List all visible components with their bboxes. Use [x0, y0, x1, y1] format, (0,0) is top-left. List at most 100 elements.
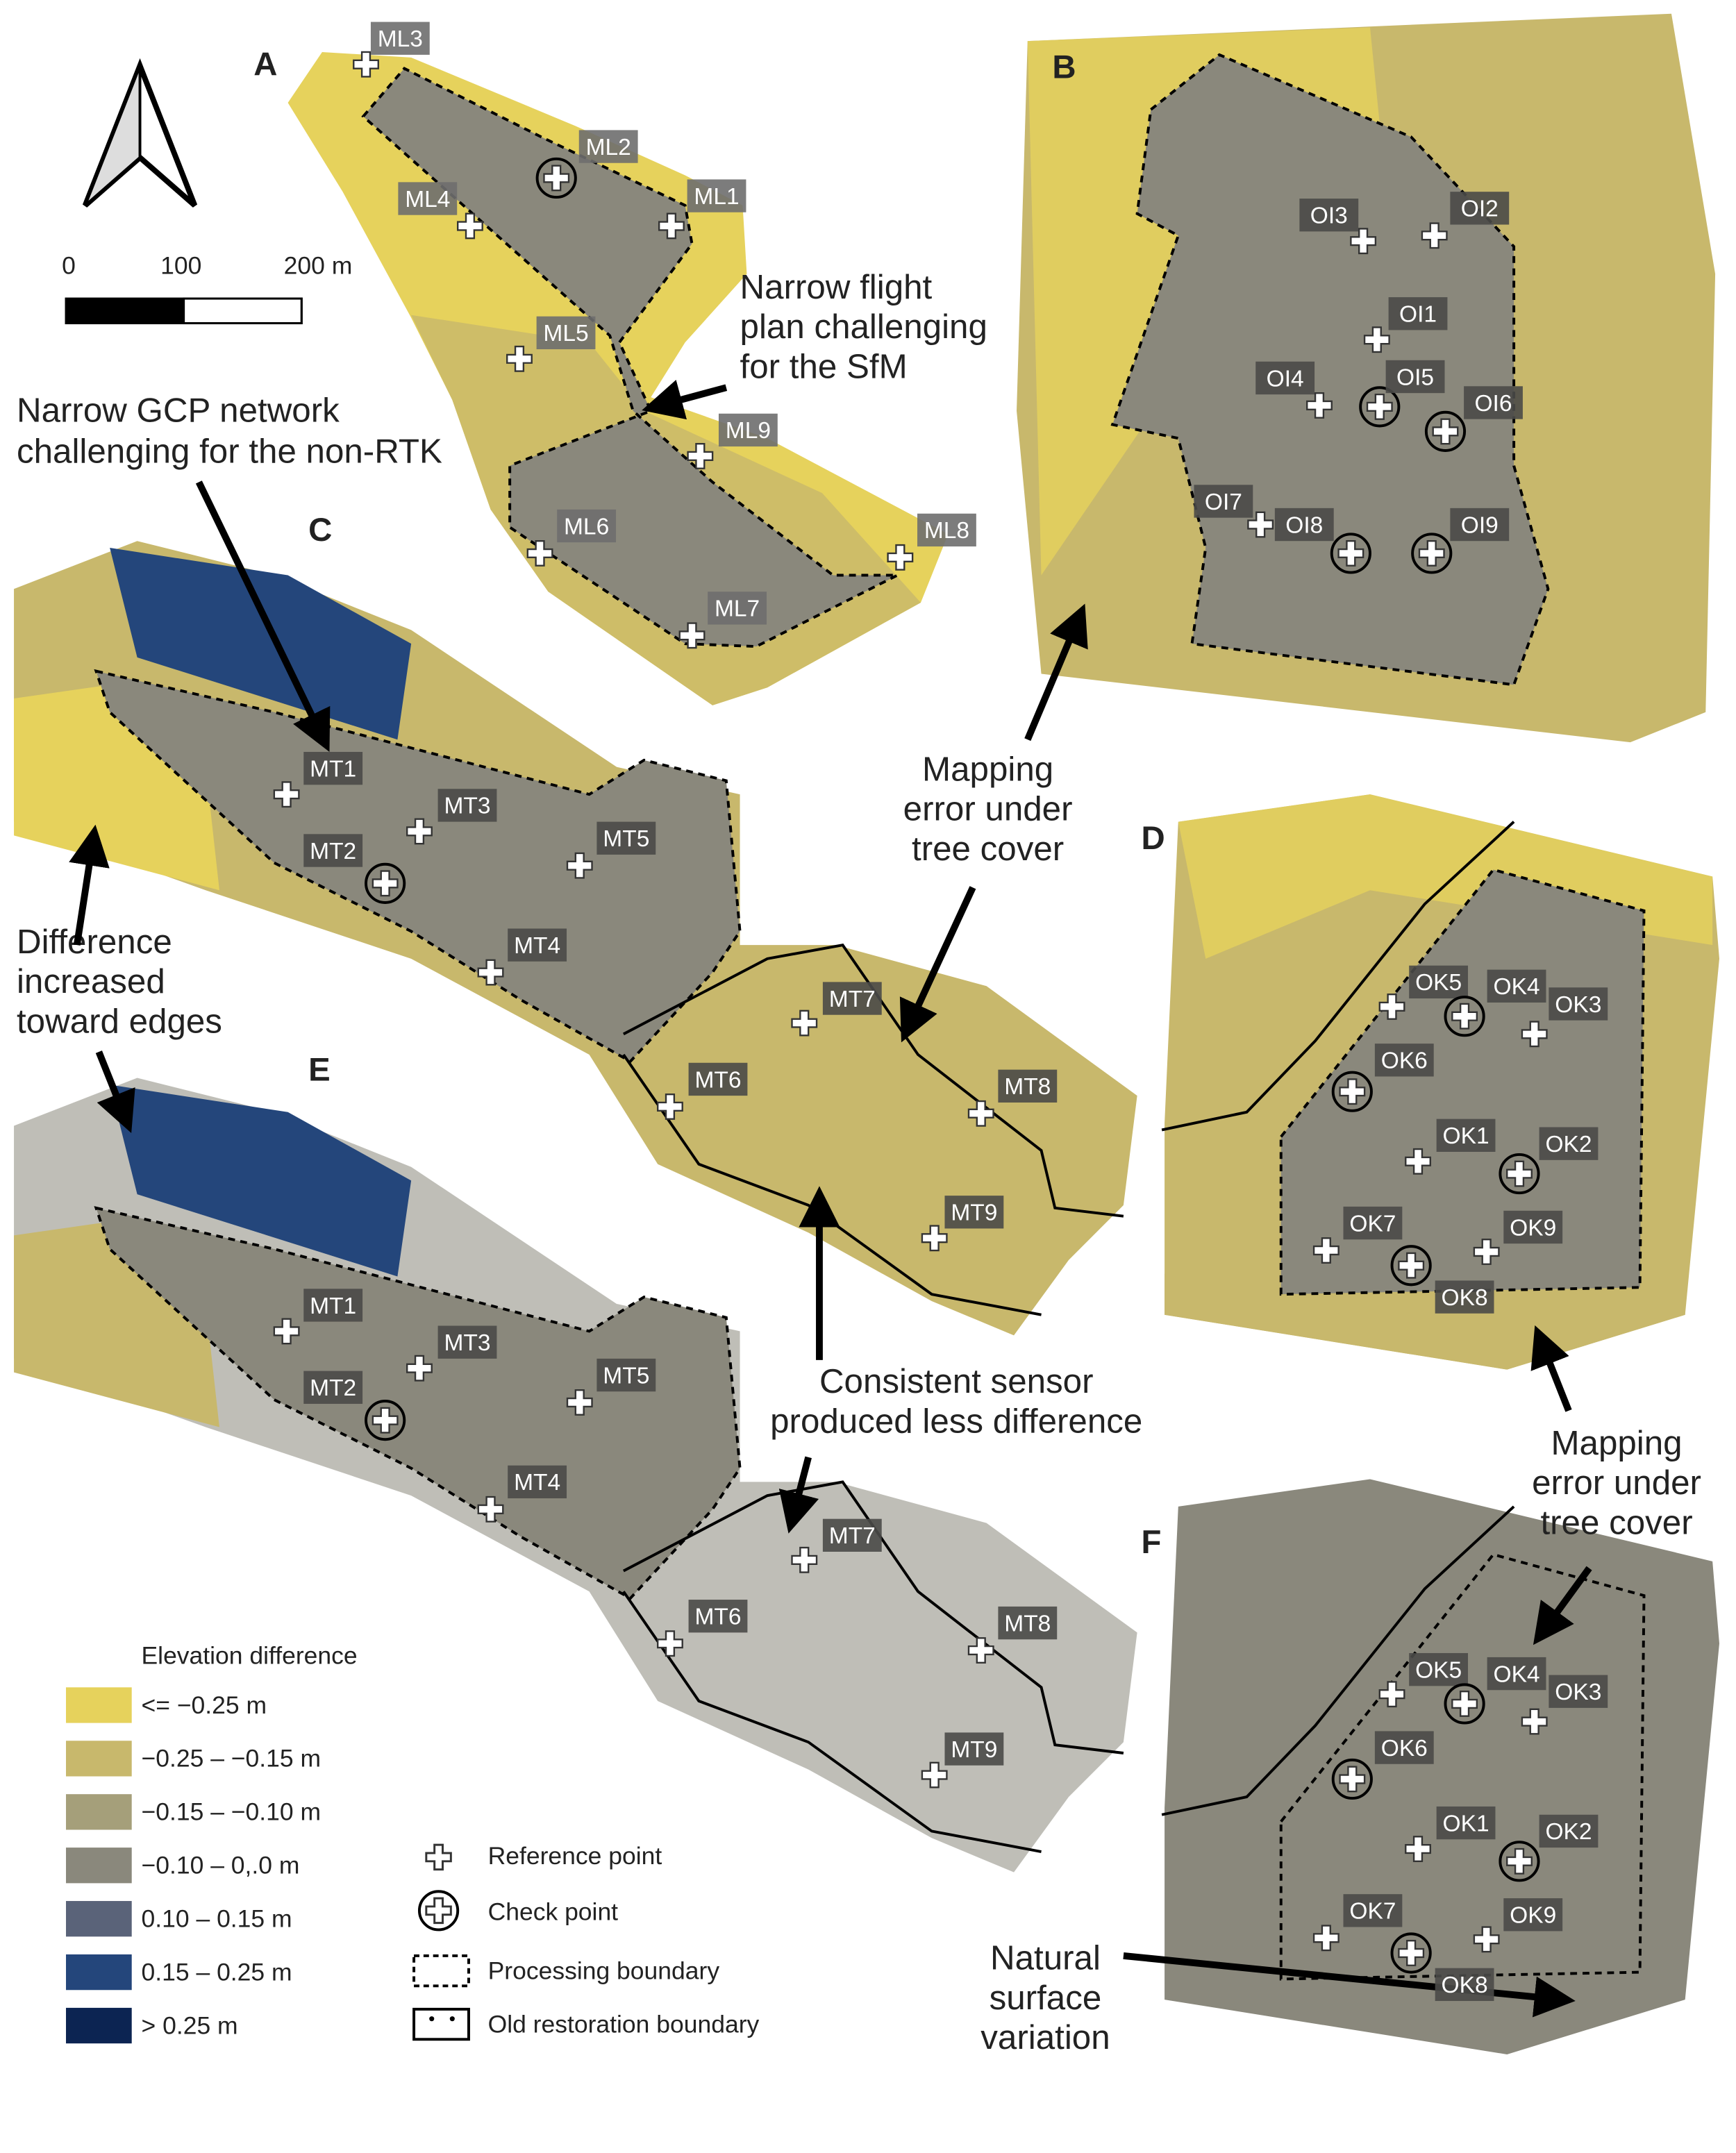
label-box [1549, 987, 1608, 1021]
label-box [822, 982, 882, 1015]
legend-label: <= −0.25 m [142, 1691, 267, 1719]
point-label: MT1 [310, 756, 356, 782]
check-circle [1444, 1683, 1485, 1725]
point-label: ML2 [586, 135, 631, 160]
label-box [1503, 1210, 1563, 1244]
point-cross [967, 1100, 994, 1127]
point-cross [1418, 540, 1445, 567]
point-cross [1312, 1237, 1339, 1264]
point-label: MT7 [829, 1523, 876, 1549]
label-box [1409, 1652, 1469, 1686]
point-label: MT2 [310, 1375, 356, 1401]
map-d [1161, 794, 1719, 1370]
label-box [596, 1358, 656, 1392]
label-box [822, 1518, 882, 1552]
panel-letter: F [1142, 1524, 1162, 1561]
point-cross [1421, 222, 1448, 249]
point-cross [1451, 1003, 1478, 1030]
check-circle [1331, 1071, 1373, 1112]
panel-letter: A [253, 46, 277, 83]
label-box [1435, 1280, 1494, 1314]
area [1279, 868, 1646, 1296]
point-cross [1398, 1252, 1425, 1279]
check-circle [1390, 1932, 1432, 1974]
point-cross [406, 1355, 433, 1382]
map-b [1017, 13, 1716, 743]
point-cross [1473, 1926, 1500, 1953]
panel-1: B OI3 OI2 OI1 OI4 OI5 OI6 OI7 OI8 OI9 [1052, 49, 1523, 574]
point-label: ML5 [543, 321, 588, 346]
point-label: OK2 [1545, 1819, 1592, 1845]
legend-label: 0.10 – 0.15 m [142, 1905, 292, 1933]
label-box [1503, 1898, 1563, 1932]
point-label: MT1 [310, 1293, 356, 1319]
check-symbol [417, 1890, 460, 1932]
point-label: ML6 [564, 514, 609, 539]
point-label: ML4 [405, 187, 450, 212]
point-label: MT5 [603, 1363, 649, 1389]
annotation-arrow [642, 380, 728, 420]
point-label: OI8 [1285, 512, 1323, 538]
label-box [1539, 1127, 1599, 1160]
check-circle [1330, 533, 1371, 574]
legend-swatch [66, 1901, 132, 1937]
point-label: OI7 [1205, 489, 1242, 515]
point-cross [273, 1318, 300, 1345]
point-cross [1350, 228, 1377, 255]
label-box [578, 130, 638, 163]
panel-4: E MT1 MT3 MT2 MT5 MT4 MT7 MT6 MT8 MT9 [273, 1051, 1058, 1788]
point-cross [1337, 540, 1364, 567]
scale-bar: 0 100 200 m [62, 252, 352, 325]
point-label: MT7 [829, 987, 876, 1012]
point-cross [687, 442, 714, 469]
point-cross [1473, 1239, 1500, 1265]
label-box [1255, 361, 1315, 395]
panel-3: D OK5 OK4 OK3 OK6 OK1 OK2 OK7 OK9 OK8 [1142, 820, 1608, 1314]
point-label: ML3 [378, 26, 423, 52]
legend-label: −0.10 – 0,.0 m [142, 1852, 300, 1879]
legend-title: Elevation difference [142, 1642, 358, 1670]
label-box [303, 1289, 363, 1322]
label-box [557, 509, 617, 543]
check-circle [1424, 410, 1467, 452]
area [110, 1084, 412, 1277]
point-label: MT6 [694, 1067, 741, 1093]
point-cross [566, 852, 593, 879]
label-box [1436, 1806, 1496, 1840]
annotation-line: error under [903, 790, 1073, 828]
ref-symbol [425, 1843, 452, 1871]
point-label: OK8 [1442, 1972, 1488, 1998]
label-box [917, 513, 976, 547]
point-cross [506, 345, 533, 372]
map-f [1161, 1479, 1719, 2054]
dashed-symbol [412, 1954, 470, 1988]
panel-2: C MT1 MT3 MT2 MT5 MT4 MT7 MT6 MT8 MT9 [273, 512, 1058, 1252]
restoration-boundary [1161, 1505, 1515, 1816]
point-label: MT4 [514, 933, 560, 959]
point-cross [657, 1093, 683, 1120]
annotation-line: Natural [990, 1939, 1101, 1977]
panel-letter: E [308, 1051, 331, 1088]
label-box [1450, 508, 1510, 542]
label-box [303, 751, 363, 785]
legend-symbol-label: Reference point [488, 1842, 662, 1870]
label-box [536, 316, 596, 350]
annotation-arrow [195, 480, 331, 752]
annotation-line: increased [17, 962, 165, 1000]
point-label: OI6 [1474, 391, 1512, 417]
point-cross [1363, 326, 1390, 353]
label-box [688, 1062, 748, 1096]
label-box [1409, 965, 1469, 999]
map-e [14, 1078, 1137, 1873]
annotation-line: produced less difference [770, 1402, 1142, 1440]
annotation-arrow [778, 1456, 819, 1534]
label-box [708, 592, 767, 625]
annotation-arrow [1024, 603, 1088, 742]
annotation-arrow [95, 1050, 135, 1133]
point-label: ML9 [726, 418, 771, 444]
north-arrow-half [83, 65, 142, 207]
label-box [508, 928, 567, 962]
label-box [1436, 1119, 1496, 1152]
